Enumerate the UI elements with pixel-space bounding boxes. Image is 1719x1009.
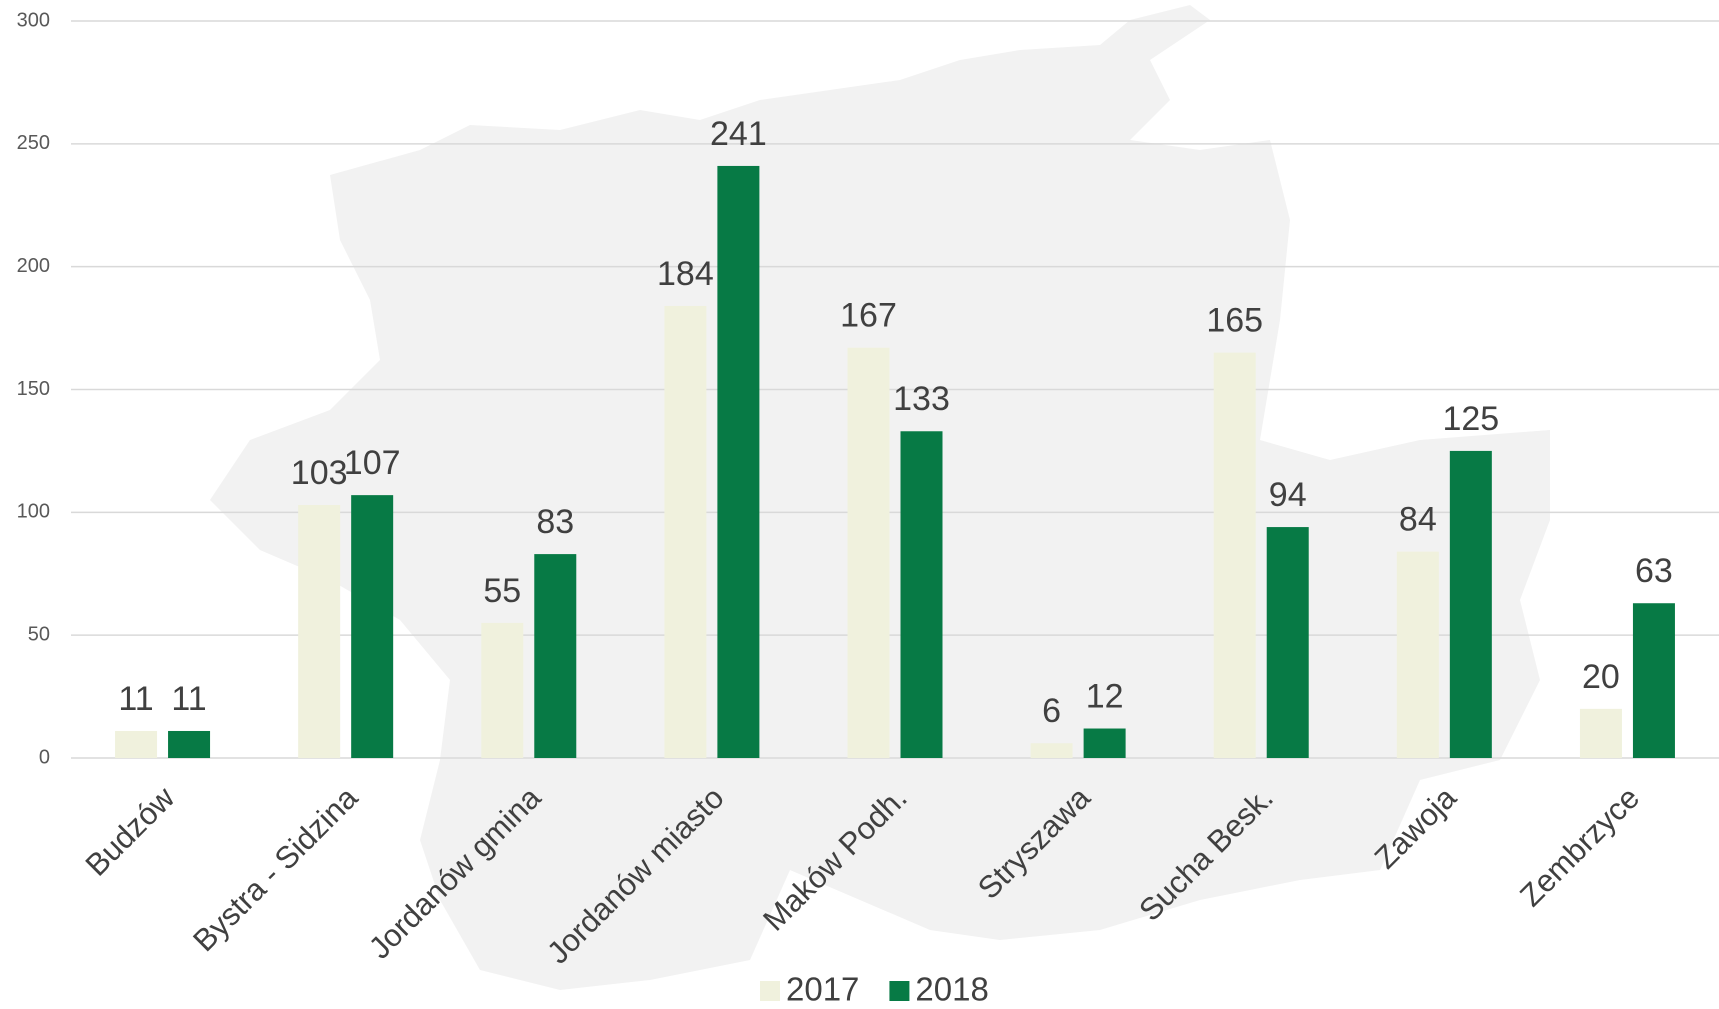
y-tick-label: 200 — [17, 255, 50, 277]
data-label: 11 — [171, 680, 206, 718]
data-label: 94 — [1269, 476, 1307, 514]
bar — [534, 554, 577, 758]
bar — [1266, 527, 1309, 758]
data-label: 84 — [1399, 501, 1437, 539]
legend-label: 2018 — [915, 971, 988, 1008]
y-tick-label: 300 — [17, 9, 50, 31]
bar — [115, 730, 158, 758]
data-label: 125 — [1442, 400, 1499, 438]
x-tick-label: Bystra - Sidzina — [186, 779, 365, 958]
data-label: 83 — [536, 503, 574, 541]
y-tick-label: 100 — [17, 501, 50, 523]
bar — [1449, 450, 1492, 758]
data-label: 107 — [344, 444, 401, 482]
data-label: 20 — [1582, 658, 1620, 696]
data-label: 11 — [118, 680, 153, 718]
data-label: 165 — [1206, 302, 1263, 340]
bar — [351, 495, 394, 758]
data-label: 133 — [893, 380, 950, 418]
bar — [1083, 728, 1126, 758]
bar — [1396, 551, 1439, 758]
data-label: 184 — [657, 255, 714, 293]
legend-swatch — [889, 981, 910, 1001]
y-tick-label: 50 — [28, 623, 50, 645]
legend-label: 2017 — [786, 971, 859, 1008]
data-label: 63 — [1635, 552, 1673, 590]
legend-swatch — [760, 981, 780, 1001]
bar — [664, 305, 707, 758]
bar — [481, 622, 524, 758]
bar — [298, 504, 341, 758]
data-label: 6 — [1042, 692, 1061, 730]
x-tick-label: Budzów — [79, 780, 182, 883]
bar — [1579, 708, 1622, 758]
y-tick-label: 0 — [39, 746, 50, 768]
data-label: 12 — [1086, 678, 1124, 716]
data-label: 241 — [710, 115, 767, 153]
y-tick-label: 250 — [17, 132, 50, 154]
data-label: 55 — [483, 572, 521, 610]
data-label: 167 — [840, 297, 897, 335]
bar — [1030, 743, 1073, 758]
bar — [847, 347, 890, 758]
bar — [900, 431, 943, 758]
bar — [1632, 603, 1675, 758]
bar — [717, 165, 760, 758]
bar — [1213, 352, 1256, 758]
bar — [168, 730, 211, 758]
x-tick-label: Zembrzyce — [1513, 780, 1646, 913]
y-tick-label: 150 — [17, 378, 50, 400]
data-label: 103 — [291, 454, 348, 492]
